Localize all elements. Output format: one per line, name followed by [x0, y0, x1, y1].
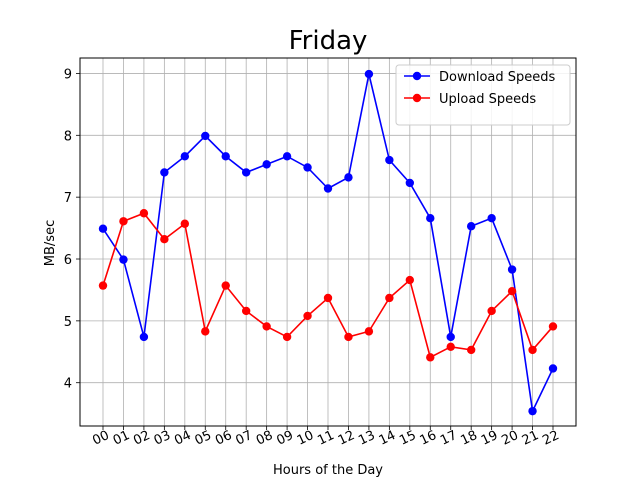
data-point	[385, 155, 394, 165]
data-point	[466, 345, 476, 355]
y-tick-label: 7	[64, 191, 72, 206]
data-point	[487, 306, 496, 316]
y-tick-label: 4	[64, 377, 72, 392]
data-point	[405, 275, 415, 285]
data-point	[221, 281, 230, 290]
data-point	[262, 160, 271, 169]
legend-marker	[412, 93, 422, 103]
data-point	[385, 293, 394, 303]
x-tick-label: 21	[520, 428, 541, 449]
y-tick-label: 5	[64, 315, 72, 330]
legend-entry: Download Speeds	[404, 70, 556, 85]
data-point	[364, 327, 374, 336]
x-tick-label: 22	[540, 428, 561, 449]
x-tick-label: 20	[499, 428, 520, 449]
series-2	[98, 209, 558, 362]
data-point	[282, 332, 292, 342]
legend-marker	[412, 71, 422, 81]
data-point	[241, 306, 251, 316]
data-point	[507, 286, 517, 296]
data-point	[160, 168, 169, 177]
data-point	[446, 332, 455, 342]
data-point	[303, 163, 312, 172]
x-axis-label: Hours of the Day	[273, 463, 383, 478]
data-point	[119, 217, 128, 226]
x-tick-label: 04	[172, 428, 193, 449]
legend-entry: Upload Speeds	[404, 92, 536, 107]
data-point	[507, 265, 517, 274]
axes: 00 01 02 03 04 05 06 07 08 09 10 11 12 13 14 15 16 17 18 19…	[64, 67, 562, 448]
x-tick-label: 06	[213, 428, 234, 449]
data-point	[180, 152, 190, 161]
data-point	[303, 311, 312, 321]
data-point	[528, 345, 537, 355]
data-point	[323, 184, 333, 193]
x-tick-label: 07	[234, 428, 255, 449]
x-tick-label: 15	[397, 428, 418, 449]
data-point	[160, 235, 169, 244]
data-point	[487, 213, 496, 223]
data-point	[139, 332, 149, 342]
x-tick-label: 08	[254, 428, 275, 449]
data-point	[201, 327, 210, 336]
data-point	[426, 353, 435, 362]
data-point	[119, 255, 128, 264]
data-point	[344, 173, 353, 182]
x-tick-label: 03	[152, 428, 173, 449]
x-tick-label: 17	[438, 428, 459, 449]
data-point	[282, 152, 292, 161]
series-layer	[98, 69, 558, 416]
x-tick-label: 13	[356, 428, 377, 449]
x-tick-label: 16	[418, 428, 439, 449]
x-tick-label: 18	[459, 428, 480, 449]
y-tick-label: 6	[64, 253, 72, 268]
y-axis-label: MB/sec	[43, 220, 58, 266]
legend-box	[395, 64, 571, 126]
x-tick-label: 19	[479, 428, 500, 449]
data-point	[262, 322, 271, 331]
y-tick-label: 9	[64, 67, 72, 82]
legend-label: Download Speeds	[439, 70, 556, 85]
chart-title: Friday	[289, 26, 368, 56]
data-point	[323, 293, 333, 303]
data-point	[98, 281, 108, 290]
data-point	[98, 224, 108, 233]
x-tick-label: 00	[90, 428, 111, 449]
data-point	[548, 364, 558, 373]
data-point	[241, 168, 251, 177]
legend-label: Upload Speeds	[439, 92, 536, 107]
data-point	[405, 178, 415, 188]
data-point	[364, 69, 374, 79]
series-1	[98, 69, 558, 416]
data-point	[548, 322, 558, 331]
legend: Download Speeds Upload Speeds	[395, 64, 571, 126]
data-point	[426, 213, 435, 223]
data-point	[446, 342, 455, 352]
x-tick-label: 10	[295, 428, 316, 449]
data-point	[201, 131, 210, 141]
data-point	[221, 152, 230, 161]
x-tick-label: 05	[193, 428, 214, 449]
x-tick-label: 11	[315, 428, 336, 449]
x-tick-label: 12	[336, 428, 357, 449]
data-point	[139, 209, 149, 218]
x-tick-label: 09	[274, 428, 295, 449]
x-tick-label: 02	[131, 428, 152, 449]
data-point	[344, 332, 353, 342]
data-point	[466, 222, 476, 231]
y-tick-label: 8	[64, 129, 72, 144]
data-point	[528, 406, 537, 416]
x-tick-label: 01	[111, 428, 132, 449]
x-tick-label: 14	[377, 428, 398, 449]
data-point	[180, 219, 190, 228]
